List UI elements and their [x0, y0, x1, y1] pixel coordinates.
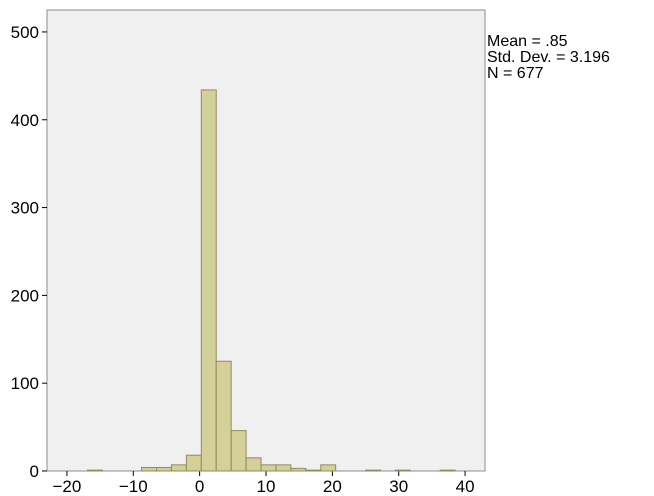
histogram-bar: [170, 464, 187, 472]
histogram-bar: [185, 454, 202, 472]
histogram-bar: [290, 467, 307, 472]
histogram-bar: [86, 469, 103, 472]
x-tick-label: 20: [323, 477, 342, 496]
histogram-bar: [156, 466, 172, 472]
y-tick-label: 400: [11, 111, 39, 130]
x-tick-label: −20: [52, 477, 81, 496]
y-tick-label: 0: [30, 462, 39, 481]
histogram-bar: [230, 430, 247, 472]
x-axis: −20 −10 0 10 20 30 40: [52, 471, 475, 496]
y-tick-label: 300: [11, 199, 39, 218]
x-tick-label: 0: [195, 477, 204, 496]
stat-mean: Mean = .85: [487, 33, 568, 50]
histogram-bar: [245, 457, 262, 472]
histogram-bar: [200, 89, 217, 472]
histogram-bar: [305, 469, 322, 472]
y-tick-label: 200: [11, 286, 39, 305]
stat-n: N = 677: [487, 65, 544, 82]
y-tick-label: 500: [11, 23, 39, 42]
histogram-bar: [275, 464, 292, 472]
stat-std-dev: Std. Dev. = 3.196: [487, 49, 610, 66]
histogram-bar: [394, 469, 411, 472]
histogram-bar: [141, 466, 157, 472]
plot-area: [46, 9, 486, 472]
x-tick-label: 40: [456, 477, 475, 496]
y-axis: 0 100 200 300 400 500: [11, 23, 47, 481]
histogram-bar: [215, 360, 232, 472]
histogram-bar: [320, 464, 337, 472]
x-tick-label: 10: [257, 477, 276, 496]
histogram-bars: [86, 89, 456, 472]
x-tick-label: 30: [389, 477, 408, 496]
statistics-box: Mean = .85 Std. Dev. = 3.196 N = 677: [487, 34, 610, 82]
y-tick-label: 100: [11, 374, 39, 393]
histogram-bar: [365, 469, 381, 472]
histogram-bar: [439, 469, 456, 472]
histogram-bar: [260, 464, 277, 472]
x-tick-label: −10: [119, 477, 148, 496]
